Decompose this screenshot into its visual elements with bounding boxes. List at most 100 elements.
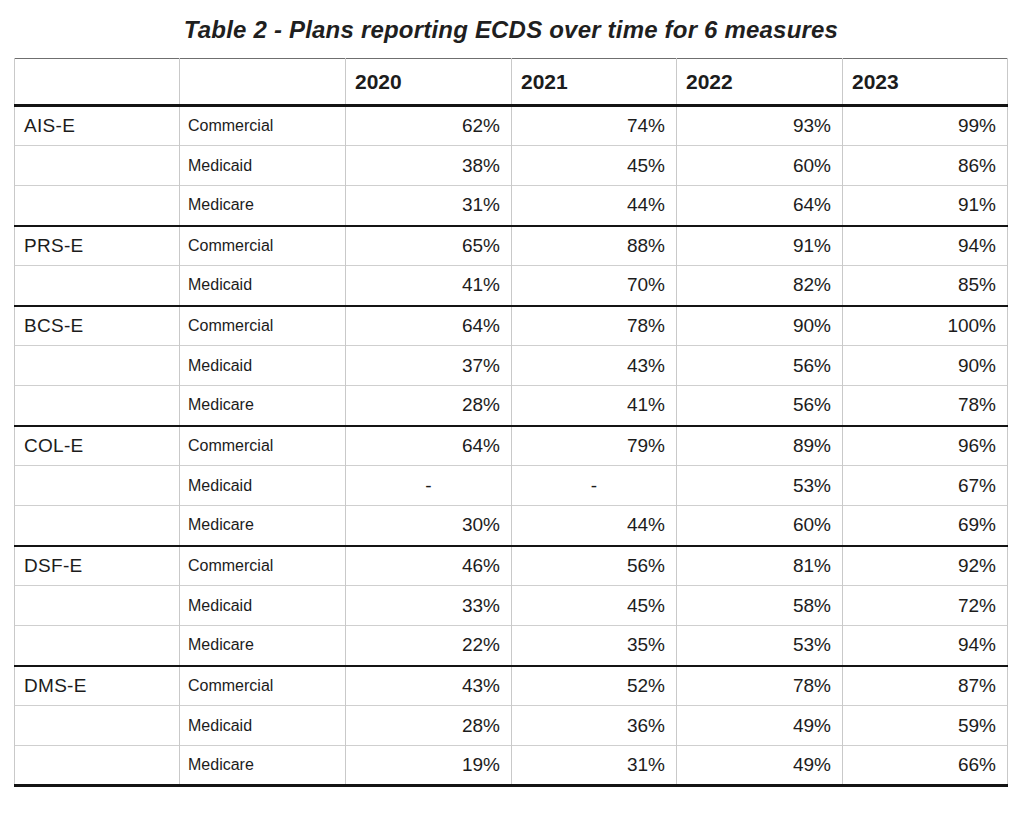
value-cell: - [346, 466, 512, 506]
value-cell: 56% [512, 546, 677, 586]
value-cell: 78% [512, 306, 677, 346]
value-cell: 94% [843, 626, 1008, 666]
table-row-dms-e-medicaid: Medicaid28%36%49%59% [15, 706, 1008, 746]
header-measure-cell [15, 59, 180, 106]
value-cell: 38% [346, 146, 512, 186]
year-header-2020: 2020 [346, 59, 512, 106]
value-cell: 36% [512, 706, 677, 746]
product-line-cell: Medicare [180, 746, 346, 786]
product-line-cell: Medicaid [180, 146, 346, 186]
value-cell: 91% [677, 226, 843, 266]
measure-cell [15, 266, 180, 306]
table-row-ais-e-medicaid: Medicaid38%45%60%86% [15, 146, 1008, 186]
value-cell: 88% [512, 226, 677, 266]
value-cell: 45% [512, 586, 677, 626]
value-cell: 64% [346, 426, 512, 466]
measure-cell: BCS-E [15, 306, 180, 346]
product-line-cell: Medicare [180, 386, 346, 426]
measure-cell: PRS-E [15, 226, 180, 266]
value-cell: 59% [843, 706, 1008, 746]
table-row-bcs-e-commercial: BCS-ECommercial64%78%90%100% [15, 306, 1008, 346]
product-line-cell: Medicaid [180, 586, 346, 626]
measure-cell [15, 506, 180, 546]
value-cell: 41% [512, 386, 677, 426]
value-cell: 91% [843, 186, 1008, 226]
measure-cell [15, 186, 180, 226]
product-line-cell: Commercial [180, 546, 346, 586]
value-cell: 86% [843, 146, 1008, 186]
table-row-prs-e-commercial: PRS-ECommercial65%88%91%94% [15, 226, 1008, 266]
product-line-cell: Medicare [180, 186, 346, 226]
value-cell: 74% [512, 106, 677, 146]
measure-cell [15, 386, 180, 426]
ecds-reporting-table: 2020202120222023 AIS-ECommercial62%74%93… [14, 58, 1008, 787]
value-cell: 66% [843, 746, 1008, 786]
value-cell: 60% [677, 506, 843, 546]
value-cell: 70% [512, 266, 677, 306]
value-cell: 41% [346, 266, 512, 306]
value-cell: 90% [677, 306, 843, 346]
table-row-dsf-e-medicare: Medicare22%35%53%94% [15, 626, 1008, 666]
table-row-col-e-medicaid: Medicaid--53%67% [15, 466, 1008, 506]
value-cell: 89% [677, 426, 843, 466]
value-cell: 49% [677, 746, 843, 786]
value-cell: 62% [346, 106, 512, 146]
value-cell: 45% [512, 146, 677, 186]
value-cell: 65% [346, 226, 512, 266]
value-cell: 30% [346, 506, 512, 546]
measure-cell [15, 586, 180, 626]
product-line-cell: Medicare [180, 626, 346, 666]
value-cell: 90% [843, 346, 1008, 386]
value-cell: 85% [843, 266, 1008, 306]
product-line-cell: Commercial [180, 426, 346, 466]
product-line-cell: Commercial [180, 306, 346, 346]
table-row-bcs-e-medicaid: Medicaid37%43%56%90% [15, 346, 1008, 386]
measure-cell: DSF-E [15, 546, 180, 586]
measure-cell [15, 746, 180, 786]
value-cell: 100% [843, 306, 1008, 346]
measure-cell [15, 626, 180, 666]
value-cell: 67% [843, 466, 1008, 506]
value-cell: 49% [677, 706, 843, 746]
table-row-dms-e-medicare: Medicare19%31%49%66% [15, 746, 1008, 786]
value-cell: 94% [843, 226, 1008, 266]
table-row-dsf-e-commercial: DSF-ECommercial46%56%81%92% [15, 546, 1008, 586]
value-cell: 31% [512, 746, 677, 786]
value-cell: 53% [677, 626, 843, 666]
product-line-cell: Medicaid [180, 466, 346, 506]
product-line-cell: Commercial [180, 666, 346, 706]
product-line-cell: Commercial [180, 226, 346, 266]
table-row-dms-e-commercial: DMS-ECommercial43%52%78%87% [15, 666, 1008, 706]
value-cell: 28% [346, 386, 512, 426]
table-row-prs-e-medicaid: Medicaid41%70%82%85% [15, 266, 1008, 306]
value-cell: 69% [843, 506, 1008, 546]
value-cell: 96% [843, 426, 1008, 466]
value-cell: - [512, 466, 677, 506]
value-cell: 58% [677, 586, 843, 626]
value-cell: 99% [843, 106, 1008, 146]
value-cell: 19% [346, 746, 512, 786]
measure-cell: AIS-E [15, 106, 180, 146]
table-row-dsf-e-medicaid: Medicaid33%45%58%72% [15, 586, 1008, 626]
value-cell: 31% [346, 186, 512, 226]
value-cell: 44% [512, 506, 677, 546]
value-cell: 46% [346, 546, 512, 586]
value-cell: 64% [677, 186, 843, 226]
value-cell: 35% [512, 626, 677, 666]
value-cell: 43% [346, 666, 512, 706]
measure-cell [15, 706, 180, 746]
table-row-ais-e-medicare: Medicare31%44%64%91% [15, 186, 1008, 226]
product-line-cell: Medicaid [180, 266, 346, 306]
product-line-cell: Commercial [180, 106, 346, 146]
table-row-col-e-medicare: Medicare30%44%60%69% [15, 506, 1008, 546]
header-row: 2020202120222023 [15, 59, 1008, 106]
value-cell: 78% [677, 666, 843, 706]
year-header-2021: 2021 [512, 59, 677, 106]
value-cell: 72% [843, 586, 1008, 626]
table-row-ais-e-commercial: AIS-ECommercial62%74%93%99% [15, 106, 1008, 146]
page: Table 2 - Plans reporting ECDS over time… [0, 0, 1022, 787]
value-cell: 52% [512, 666, 677, 706]
table-title: Table 2 - Plans reporting ECDS over time… [0, 16, 1022, 44]
table-row-bcs-e-medicare: Medicare28%41%56%78% [15, 386, 1008, 426]
value-cell: 81% [677, 546, 843, 586]
